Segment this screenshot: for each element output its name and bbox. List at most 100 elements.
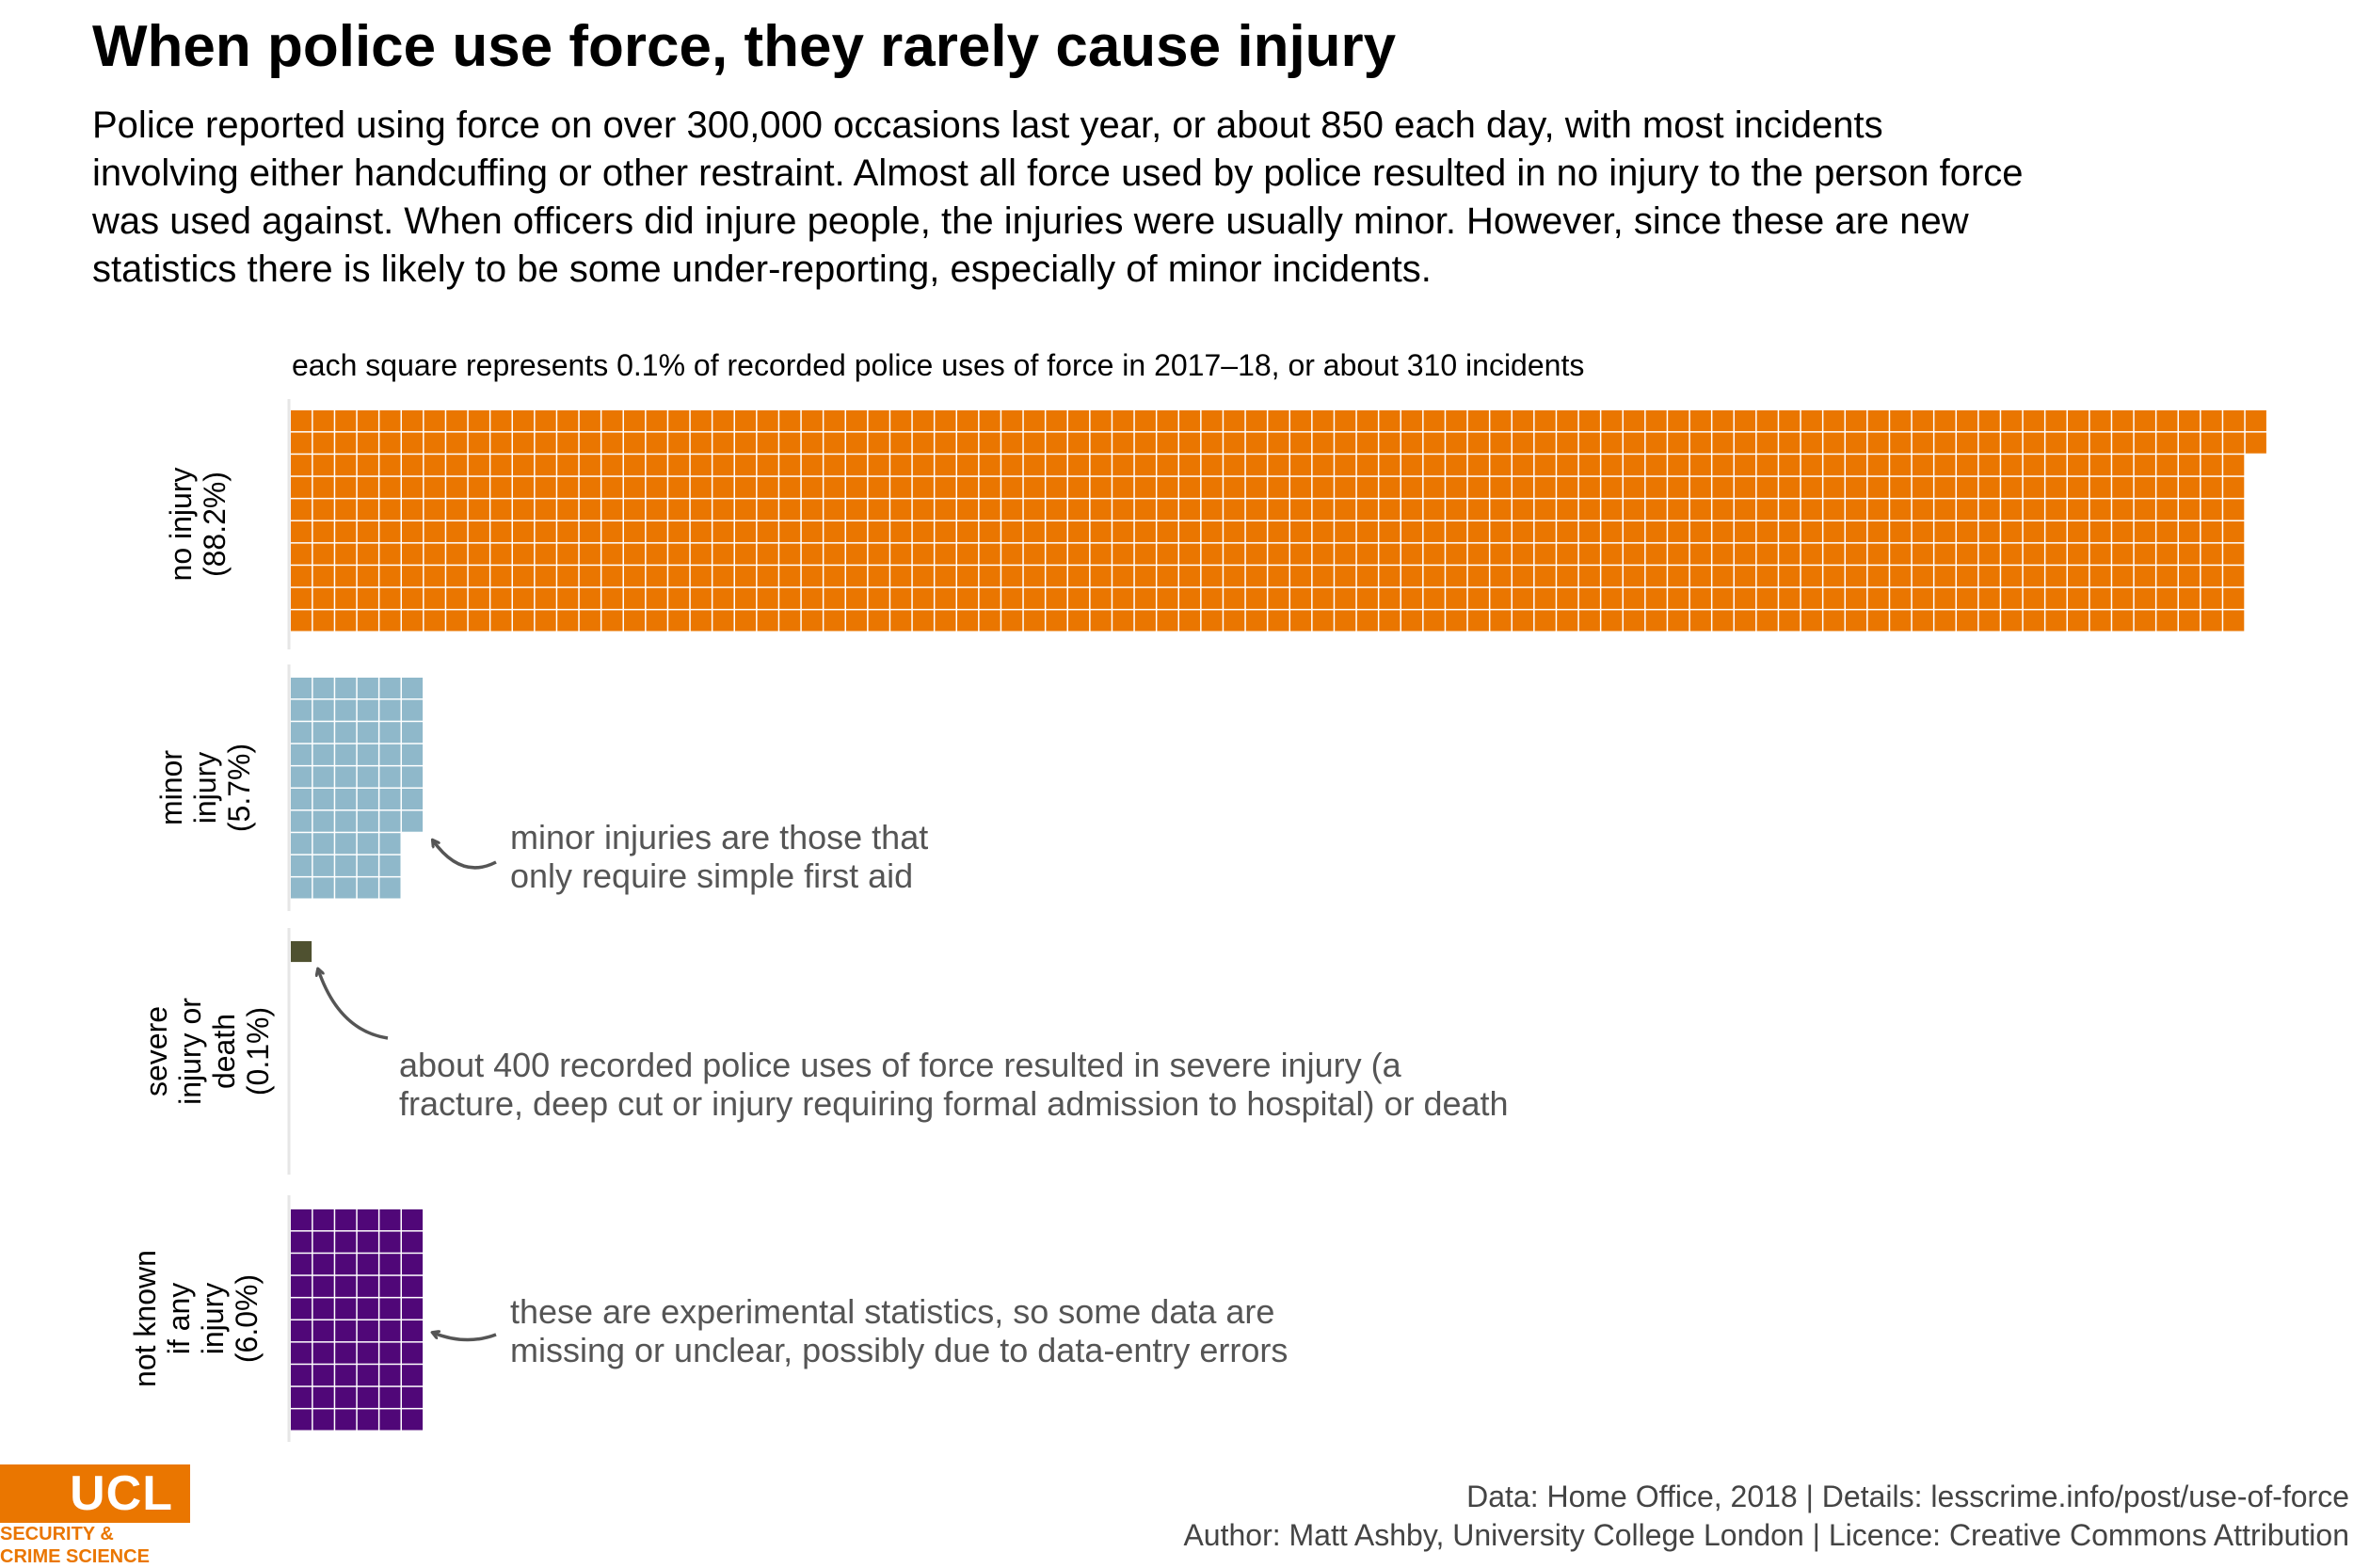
waffle-square: [1356, 432, 1378, 454]
waffle-square: [624, 432, 646, 454]
waffle-square: [1379, 566, 1401, 587]
annotation-arrow: [433, 840, 497, 870]
waffle-square: [1689, 543, 1711, 565]
waffle-square: [690, 566, 712, 587]
waffle-square: [1735, 610, 1756, 632]
waffle-square: [1134, 587, 1156, 609]
waffle-square: [1645, 499, 1667, 520]
waffle-square: [801, 410, 823, 432]
waffle-square: [291, 833, 312, 855]
waffle-square: [912, 587, 934, 609]
waffle-square: [957, 410, 979, 432]
waffle-square: [1224, 476, 1245, 498]
waffle-square: [1423, 543, 1445, 565]
waffle-square: [1712, 587, 1734, 609]
waffle-square: [468, 499, 489, 520]
waffle-square: [2179, 566, 2201, 587]
waffle-square: [335, 587, 357, 609]
waffle-square: [1090, 455, 1112, 476]
waffle-square: [557, 432, 579, 454]
waffle-square: [1335, 410, 1356, 432]
waffle-square: [2023, 521, 2044, 543]
waffle-square: [2045, 610, 2067, 632]
waffle-square: [468, 476, 489, 498]
waffle-square: [1957, 432, 1978, 454]
waffle-square: [557, 455, 579, 476]
waffle-square: [1624, 499, 1645, 520]
waffle-square: [1401, 499, 1423, 520]
waffle-square: [490, 410, 512, 432]
waffle-square: [1335, 455, 1356, 476]
waffle-square: [712, 543, 734, 565]
waffle-square: [979, 476, 1000, 498]
waffle-square: [2001, 455, 2023, 476]
waffle-square: [1957, 410, 1978, 432]
waffle-square: [646, 566, 667, 587]
waffle-square: [2134, 566, 2155, 587]
waffle-square: [1689, 476, 1711, 498]
waffle-square: [1046, 432, 1067, 454]
waffle-square: [1356, 521, 1378, 543]
waffle-square: [2068, 521, 2089, 543]
waffle-square: [1846, 587, 1867, 609]
waffle-square: [446, 476, 468, 498]
waffle-square: [1068, 521, 1090, 543]
waffle-square: [535, 410, 556, 432]
waffle-square: [1934, 476, 1956, 498]
waffle-square: [1890, 476, 1912, 498]
waffle-square: [1046, 521, 1067, 543]
waffle-square: [890, 476, 912, 498]
waffle-square: [1779, 410, 1801, 432]
waffle-square: [2179, 455, 2201, 476]
waffle-square: [1578, 566, 1600, 587]
waffle-square: [1513, 476, 1534, 498]
waffle-square: [312, 1275, 334, 1297]
waffle-square: [1179, 476, 1201, 498]
waffle-square: [1890, 499, 1912, 520]
waffle-square: [291, 566, 312, 587]
waffle-square: [335, 1386, 357, 1408]
waffle-square: [735, 455, 757, 476]
waffle-square: [646, 476, 667, 498]
waffle-square: [1601, 476, 1623, 498]
waffle-square: [2223, 476, 2245, 498]
annotation-text: about 400 recorded police uses of force …: [399, 1046, 1509, 1123]
waffle-square: [2001, 499, 2023, 520]
waffle-square: [1068, 455, 1090, 476]
row-label-line: severe: [139, 1006, 173, 1096]
waffle-square: [1712, 499, 1734, 520]
waffle-square: [2112, 521, 2134, 543]
row-label: minorinjury(5.7%): [154, 744, 256, 832]
waffle-square: [1712, 432, 1734, 454]
waffle-square: [1268, 543, 1289, 565]
waffle-square: [668, 499, 690, 520]
waffle-square: [335, 1409, 357, 1431]
waffle-square: [335, 432, 357, 454]
waffle-square: [291, 499, 312, 520]
waffle-square: [2045, 499, 2067, 520]
waffle-square: [379, 410, 401, 432]
waffle-square: [2112, 543, 2134, 565]
waffle-square: [535, 543, 556, 565]
waffle-square: [1312, 455, 1334, 476]
waffle-square: [2001, 566, 2023, 587]
waffle-square: [1801, 587, 1822, 609]
waffle-square: [1001, 566, 1023, 587]
waffle-square: [312, 678, 334, 699]
waffle-square: [468, 432, 489, 454]
waffle-square: [2201, 432, 2222, 454]
waffle-square: [335, 1275, 357, 1297]
waffle-square: [1379, 410, 1401, 432]
waffle-square: [935, 587, 956, 609]
waffle-square: [1490, 610, 1512, 632]
waffle-square: [1978, 610, 2000, 632]
waffle-square: [335, 566, 357, 587]
waffle-square: [579, 455, 600, 476]
waffle-square: [2001, 543, 2023, 565]
waffle-square: [1179, 499, 1201, 520]
waffle-square: [779, 610, 801, 632]
waffle-square: [357, 1209, 378, 1231]
waffle-square: [1224, 410, 1245, 432]
waffle-square: [1490, 587, 1512, 609]
waffle-square: [379, 1209, 401, 1231]
